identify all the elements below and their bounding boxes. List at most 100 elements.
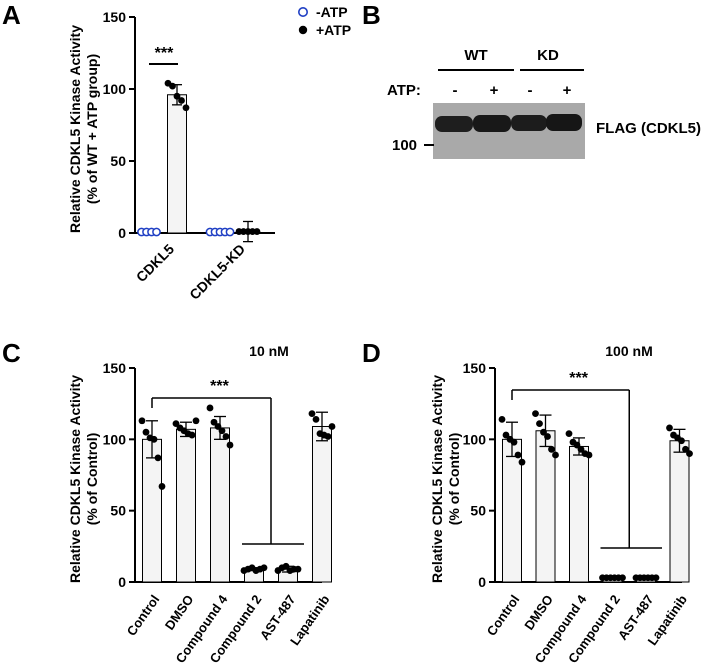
panel-d-bar bbox=[535, 430, 556, 583]
panel-d-bar bbox=[569, 445, 589, 583]
panel-d-y-axis-title: Relative CDKL5 Kinase Activity(% of Cont… bbox=[429, 375, 462, 583]
panel-a-data-point bbox=[225, 227, 235, 237]
legend-marker-plus-atp bbox=[298, 25, 308, 35]
panel-c-data-point bbox=[222, 433, 230, 440]
panel-d-y-axis-title-line1: Relative CDKL5 Kinase Activity bbox=[429, 375, 445, 583]
panel-c-bar bbox=[312, 425, 332, 583]
panel-d-data-point bbox=[518, 458, 526, 466]
panel-c-y-axis-title-line2: (% of Control) bbox=[84, 433, 100, 526]
panel-a-data-point bbox=[178, 97, 185, 104]
panel-c-x-tick-label: Control bbox=[124, 592, 163, 638]
panel-d-data-point bbox=[565, 430, 573, 438]
panel-d-data-point bbox=[666, 424, 673, 432]
panel-d-data-point bbox=[502, 431, 510, 439]
panel-c-data-point bbox=[324, 433, 332, 440]
panel-d-data-point bbox=[552, 451, 559, 459]
panel-c-data-point bbox=[172, 420, 180, 428]
panel-d-data-point bbox=[619, 574, 626, 582]
blot-marker-label: 100 bbox=[392, 137, 417, 154]
panel-d-bar bbox=[502, 438, 522, 583]
panel-d-data-point bbox=[514, 451, 522, 459]
panel-d-data-point bbox=[585, 451, 593, 459]
panel-d-x-tick-label: DMSO bbox=[521, 592, 556, 633]
panel-c-data-point bbox=[142, 428, 150, 436]
blot-lane-sign-1: - bbox=[453, 82, 458, 99]
panel-c-y-axis-title: Relative CDKL5 Kinase Activity(% of Cont… bbox=[67, 375, 100, 583]
panel-c-y-tick-label: 100 bbox=[103, 431, 127, 447]
panel-a-y-tick-label: 0 bbox=[118, 225, 126, 241]
blot-label-wt: WT bbox=[464, 47, 487, 64]
legend-marker-minus-atp bbox=[297, 7, 308, 17]
panel-c-bar bbox=[210, 427, 230, 583]
panel-a-data-point bbox=[169, 82, 176, 90]
panel-a-y-axis-title-line1: Relative CDKL5 Kinase Activity bbox=[67, 25, 83, 233]
panel-d-title: 100 nM bbox=[605, 343, 652, 359]
panel-a-y-axis-title: Relative CDKL5 Kinase Activity(% of WT +… bbox=[67, 25, 100, 233]
panel-c-data-point bbox=[138, 417, 146, 425]
panel-d-bar bbox=[669, 440, 690, 583]
panel-d-data-point bbox=[536, 420, 543, 428]
legend-label-minus-atp: -ATP bbox=[316, 4, 348, 20]
legend-label-plus-atp: +ATP bbox=[316, 22, 351, 38]
panel-c-x-tick-label: DMSO bbox=[162, 592, 197, 633]
blot-lane-sign-4: + bbox=[563, 82, 572, 99]
blot-band-1 bbox=[435, 116, 473, 132]
panel-a-data-point bbox=[152, 227, 161, 237]
panel-a-bar bbox=[167, 94, 187, 234]
panel-c-data-point bbox=[158, 483, 166, 490]
panel-c-y-tick-label: 50 bbox=[110, 503, 126, 519]
panel-c-y-axis-title-line1: Relative CDKL5 Kinase Activity bbox=[67, 375, 83, 583]
panel-a-y-tick-label: 100 bbox=[103, 81, 127, 97]
panel-d-y-tick-label: 150 bbox=[463, 360, 487, 376]
panel-a-y-axis-title-line2: (% of WT + ATP group) bbox=[84, 54, 100, 204]
panel-letter-b: B bbox=[362, 0, 381, 30]
panel-letter-d: D bbox=[362, 338, 381, 368]
blot-label-kd: KD bbox=[537, 47, 559, 64]
panel-d-data-point bbox=[652, 574, 660, 582]
blot-band-4 bbox=[546, 114, 582, 131]
panel-d-significance-label: *** bbox=[569, 370, 588, 387]
panel-letter-a: A bbox=[2, 0, 21, 30]
panel-d-y-axis-title-line2: (% of Control) bbox=[446, 433, 462, 526]
panel-c-y-tick-label: 0 bbox=[118, 574, 126, 590]
blot-lane-sign-3: - bbox=[528, 82, 533, 99]
panel-c-significance-label: *** bbox=[210, 378, 229, 395]
panel-d-x-tick-label: Control bbox=[484, 592, 523, 638]
panel-d-y-tick-label: 0 bbox=[478, 574, 486, 590]
panel-c-bar bbox=[176, 428, 196, 583]
panel-a-data-point bbox=[253, 228, 261, 235]
panel-c-title: 10 nM bbox=[249, 343, 289, 359]
blot-atp-label: ATP: bbox=[387, 82, 421, 99]
panel-d-y-tick-label: 50 bbox=[470, 503, 486, 519]
panel-d-data-point bbox=[498, 415, 506, 423]
panel-c-data-point bbox=[312, 415, 320, 423]
panel-c-data-point bbox=[294, 565, 302, 573]
panel-a-y-tick-label: 50 bbox=[110, 153, 126, 169]
blot-band-2 bbox=[473, 115, 511, 132]
panel-a-x-tick-label: CDKL5-KD bbox=[186, 241, 248, 303]
panel-d-data-point bbox=[682, 445, 689, 453]
panel-d-data-point bbox=[548, 445, 555, 453]
western-blot-panel-b: WT KD ATP: - + - + 100 FLAG (CDKL5) bbox=[387, 47, 701, 159]
blot-band-3 bbox=[511, 115, 547, 131]
panel-c-data-point bbox=[226, 441, 234, 449]
panel-d-data-point bbox=[532, 410, 539, 418]
panel-c-data-point bbox=[206, 404, 214, 412]
panel-a-data-point bbox=[182, 104, 190, 112]
blot-lane-sign-2: + bbox=[490, 82, 499, 99]
panel-c-data-point bbox=[192, 417, 200, 425]
panel-letter-c: C bbox=[2, 338, 21, 368]
blot-band-label: FLAG (CDKL5) bbox=[596, 120, 701, 137]
panel-c-data-point bbox=[260, 564, 268, 572]
legend-panel-a: -ATP +ATP bbox=[297, 4, 351, 38]
panel-a-y-tick-label: 150 bbox=[103, 9, 127, 25]
panel-d-data-point bbox=[686, 450, 693, 457]
panel-c-data-point bbox=[328, 423, 336, 430]
panel-c-data-point bbox=[210, 418, 218, 426]
panel-c-data-point bbox=[308, 410, 316, 418]
panel-a-x-tick-label: CDKL5 bbox=[133, 241, 177, 285]
